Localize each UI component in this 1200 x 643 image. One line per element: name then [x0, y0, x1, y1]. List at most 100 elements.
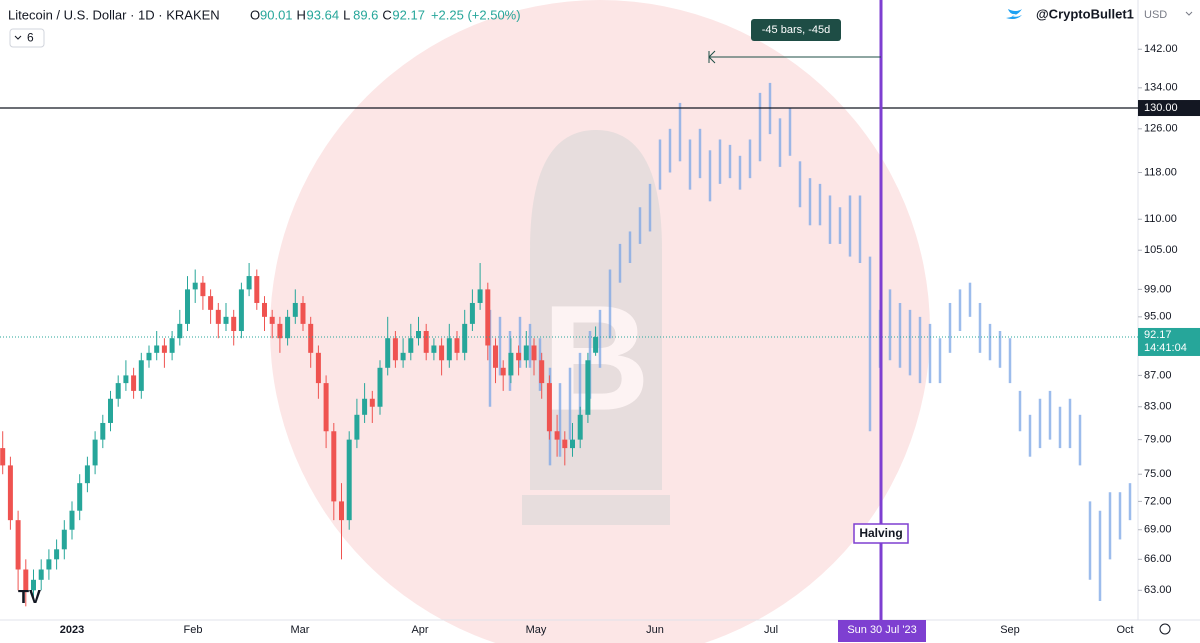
- candle-body: [84, 465, 90, 484]
- y-tick-label: 118.00: [1144, 166, 1177, 178]
- y-tick-label: 126.00: [1144, 123, 1178, 135]
- candle-body: [292, 302, 298, 317]
- x-tick-label: Apr: [411, 624, 428, 636]
- candle-body: [262, 302, 267, 317]
- indicator-toggle[interactable]: [9, 28, 45, 48]
- candle-body: [138, 360, 144, 391]
- candle-body: [185, 289, 190, 324]
- candle-body: [469, 302, 475, 324]
- candle-body: [61, 529, 67, 550]
- ohlc-key: C: [382, 7, 391, 22]
- date-label-bg: [838, 620, 926, 642]
- candle-body: [546, 383, 552, 432]
- date-label: Sun 30 Jul '23: [847, 624, 916, 636]
- symbol-title: Litecoin / U.S. Dollar · 1D · KRAKEN: [8, 7, 220, 22]
- ohlc-value: 89.6: [353, 7, 378, 22]
- y-tick-label: 95.00: [1144, 311, 1172, 323]
- candle-body: [77, 483, 83, 511]
- candle-body: [593, 336, 599, 353]
- candle-body: [523, 345, 529, 361]
- ohlc-value: 92.17: [392, 7, 425, 22]
- ohlc-value: 90.01: [260, 7, 293, 22]
- candle-body: [300, 302, 306, 324]
- candle-body: [585, 360, 591, 415]
- measure-bg: [751, 19, 841, 41]
- bitcoin-symbol: B: [542, 274, 650, 442]
- x-tick-label: Jun: [646, 624, 664, 636]
- candle-body: [161, 345, 167, 353]
- candle-body: [369, 398, 375, 407]
- candle-body: [231, 316, 237, 332]
- bullet-base: [522, 495, 670, 525]
- candle-body: [308, 323, 314, 353]
- candle-body: [31, 579, 36, 591]
- x-tick-label: Sep: [1000, 624, 1020, 636]
- settings-icon[interactable]: [1159, 623, 1171, 635]
- candle-body: [223, 316, 229, 324]
- candle-body: [485, 289, 491, 346]
- candle-body: [454, 338, 460, 353]
- twitter-handle: @CryptoBullet1: [1036, 6, 1134, 21]
- candle-body: [146, 352, 152, 361]
- candle-body: [462, 323, 468, 353]
- measure-label: -45 bars, -45d: [762, 24, 830, 36]
- candle-body: [516, 352, 522, 361]
- y-tick-label: 142.00: [1144, 43, 1178, 55]
- candle-body: [131, 375, 137, 391]
- candle-body: [354, 414, 360, 440]
- x-tick-label: Feb: [184, 624, 203, 636]
- candle-body: [331, 431, 337, 502]
- last-price-bg: [1138, 327, 1200, 356]
- candle-body: [123, 375, 129, 384]
- candle-body: [46, 559, 52, 570]
- candle-body: [400, 352, 406, 361]
- candle-body: [7, 465, 13, 521]
- y-tick-label: 87.00: [1144, 369, 1172, 381]
- candle-body: [269, 316, 275, 324]
- indicator-count: 6: [27, 31, 34, 45]
- x-tick-label: May: [526, 624, 547, 636]
- candle-body: [54, 549, 60, 560]
- y-tick-label: 83.00: [1144, 401, 1172, 413]
- currency-chevron: [1185, 11, 1193, 16]
- x-tick-label: 2023: [60, 624, 84, 636]
- candle-body: [0, 448, 6, 466]
- candle-body: [315, 352, 321, 384]
- candle-body: [115, 383, 121, 399]
- candle-body: [323, 383, 329, 432]
- y-tick-label: 79.00: [1144, 434, 1172, 446]
- x-tick-label: Jul: [764, 624, 778, 636]
- candle-body: [423, 331, 429, 353]
- halving-label: Halving: [859, 526, 902, 540]
- level-label: 130.00: [1144, 102, 1178, 114]
- y-tick-label: 72.00: [1144, 495, 1172, 507]
- candle-body: [23, 569, 29, 591]
- candle-body: [108, 398, 113, 423]
- candle-body: [246, 276, 252, 290]
- plot-area: [0, 82, 1132, 607]
- candle-body: [539, 360, 545, 384]
- candle-body: [69, 510, 75, 530]
- y-tick-label: 110.00: [1144, 213, 1177, 225]
- candle-body: [277, 323, 283, 339]
- y-tick-label: 66.00: [1144, 553, 1172, 565]
- candle-body: [238, 289, 244, 332]
- candle-body: [446, 338, 452, 361]
- candle-body: [408, 338, 414, 353]
- x-tick-label: Oct: [1116, 624, 1133, 636]
- ohlc-readout: O 90.01 H 93.64 L 89.6 C 92.17 +2.25 (+2.50%): [250, 7, 521, 22]
- twitter-icon: [1006, 9, 1022, 19]
- candle-body: [439, 345, 445, 361]
- candle-body: [38, 569, 44, 580]
- currency: USD: [1144, 9, 1167, 21]
- candle-body: [493, 345, 498, 368]
- y-tick-label: 75.00: [1144, 468, 1172, 480]
- candle-body: [215, 309, 221, 324]
- candle-body: [208, 296, 214, 310]
- candle-body: [392, 338, 398, 361]
- ohlc-value: 93.64: [307, 7, 340, 22]
- candle-body: [554, 431, 560, 440]
- candle-body: [192, 282, 198, 290]
- candle-body: [500, 367, 506, 376]
- candle-body: [562, 439, 568, 449]
